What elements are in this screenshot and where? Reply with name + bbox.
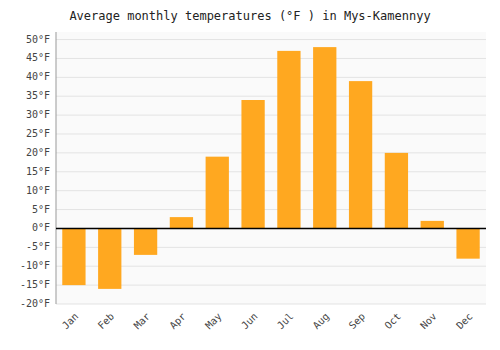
chart: Average monthly temperatures (°F ) in My… xyxy=(0,0,500,350)
bar xyxy=(62,228,85,285)
plot-background xyxy=(56,32,486,304)
grid-line xyxy=(56,152,486,153)
x-tick-label: Dec xyxy=(454,311,475,332)
grid-line xyxy=(56,134,486,135)
y-tick-label: 15°F xyxy=(26,166,50,177)
x-tick-label: Sep xyxy=(347,311,368,332)
y-grid xyxy=(56,40,486,304)
grid-line xyxy=(56,39,486,40)
x-tick-label: Nov xyxy=(418,311,439,332)
grid-line xyxy=(56,115,486,116)
y-tick-label: -5°F xyxy=(26,241,50,252)
y-tick-label: 5°F xyxy=(32,204,50,215)
x-tick-label: Jan xyxy=(60,311,81,332)
bar xyxy=(134,228,157,254)
y-tick-label: 20°F xyxy=(26,147,50,158)
bar xyxy=(313,47,336,228)
y-tick-label: 25°F xyxy=(26,128,50,139)
y-tick-label: 40°F xyxy=(26,71,50,82)
bar xyxy=(421,221,444,229)
grid-line xyxy=(56,304,486,305)
y-tick-label: 50°F xyxy=(26,34,50,45)
bar xyxy=(385,153,408,229)
y-tick-label: -15°F xyxy=(20,279,50,290)
x-tick-label: Jul xyxy=(275,311,296,332)
x-tick-label: Feb xyxy=(96,311,117,332)
x-tick-label: Oct xyxy=(382,311,403,332)
grid-line xyxy=(56,228,486,229)
y-tick-label: -20°F xyxy=(20,298,50,309)
grid-line xyxy=(56,190,486,191)
chart-container: Average monthly temperatures (°F ) in My… xyxy=(0,0,500,350)
x-tick-label: Aug xyxy=(311,311,332,332)
bar xyxy=(277,51,300,229)
grid-line xyxy=(56,77,486,78)
bar xyxy=(349,81,372,228)
y-tick-label: 45°F xyxy=(26,52,50,63)
bar xyxy=(241,100,264,228)
bar xyxy=(456,228,479,258)
zero-line xyxy=(56,228,486,230)
y-axis-line xyxy=(56,32,57,304)
x-tick-labels: Jan Feb Mar Apr May Jun Jul Aug Sep Oct Nov Dec xyxy=(60,311,475,332)
grid-line xyxy=(56,209,486,210)
x-tick-label: Jun xyxy=(239,311,260,332)
y-tick-label: 0°F xyxy=(32,222,50,233)
y-tick-labels: -20°F -15°F -10°F -5°F 0°F 5°F 10°F 15°F 20°F 25°… xyxy=(20,34,50,309)
grid-line xyxy=(56,171,486,172)
grid-line xyxy=(56,96,486,97)
bars xyxy=(62,47,479,289)
title: Average monthly temperatures (°F ) in My… xyxy=(69,9,430,23)
y-tick-label: 30°F xyxy=(26,109,50,120)
y-tick-label: 35°F xyxy=(26,90,50,101)
x-tick-label: Mar xyxy=(132,311,153,332)
y-tick-label: 10°F xyxy=(26,185,50,196)
x-tick-label: May xyxy=(203,311,224,332)
grid-line xyxy=(56,58,486,59)
bar xyxy=(98,228,121,288)
x-tick-label: Apr xyxy=(167,311,188,332)
y-tick-label: -10°F xyxy=(20,260,50,271)
bar xyxy=(170,217,193,228)
bar xyxy=(206,157,229,229)
